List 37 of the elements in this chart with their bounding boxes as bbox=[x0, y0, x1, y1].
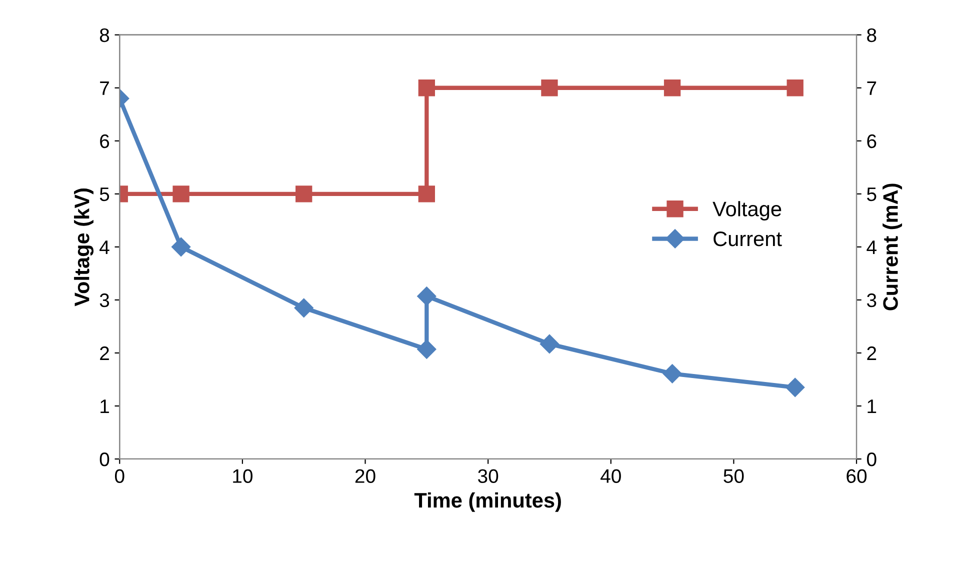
point bbox=[417, 286, 436, 306]
y2-tick-label: 7 bbox=[867, 82, 876, 95]
point bbox=[786, 378, 805, 397]
legend-label: Voltage bbox=[712, 201, 782, 221]
y2-tick-label: 5 bbox=[867, 188, 876, 202]
x-tick-label: 0 bbox=[114, 469, 124, 483]
y2-tick-label: 4 bbox=[866, 240, 876, 254]
legend-label: Current bbox=[714, 231, 782, 246]
y-tick-label: 5 bbox=[100, 188, 110, 202]
x-tick-label: 50 bbox=[724, 469, 744, 483]
y-tick-label: 8 bbox=[100, 28, 110, 42]
x-axis-title: Time (minutes) bbox=[414, 492, 561, 512]
y2-tick-label: 3 bbox=[866, 293, 876, 308]
x-tick-label: 60 bbox=[846, 469, 867, 483]
point bbox=[172, 237, 191, 256]
y2-tick-label: 6 bbox=[867, 134, 876, 148]
y-tick-label: 3 bbox=[100, 293, 110, 308]
x-tick-label: 30 bbox=[478, 469, 498, 483]
x-tick-label: 40 bbox=[600, 469, 621, 483]
point bbox=[662, 364, 682, 384]
y2-tick-label: 8 bbox=[867, 28, 876, 42]
y-tick-label: 1 bbox=[100, 400, 109, 414]
y-axis-title: Voltage (kV) bbox=[74, 188, 94, 306]
y2-axis-title: Current (mA) bbox=[882, 184, 902, 310]
y-tick-label: 6 bbox=[100, 134, 110, 148]
x-tick-label: 10 bbox=[233, 469, 252, 483]
x-tick-label: 20 bbox=[355, 469, 376, 483]
point bbox=[417, 340, 436, 359]
point bbox=[540, 334, 560, 354]
point bbox=[294, 298, 314, 318]
y2-tick-label: 2 bbox=[867, 346, 876, 360]
y-tick-label: 2 bbox=[100, 346, 109, 360]
y-tick-label: 4 bbox=[100, 240, 110, 254]
y-tick-label: 0 bbox=[100, 452, 110, 466]
y2-tick-label: 0 bbox=[866, 452, 876, 466]
y-tick-label: 7 bbox=[100, 82, 109, 95]
y2-tick-label: 1 bbox=[868, 400, 876, 414]
